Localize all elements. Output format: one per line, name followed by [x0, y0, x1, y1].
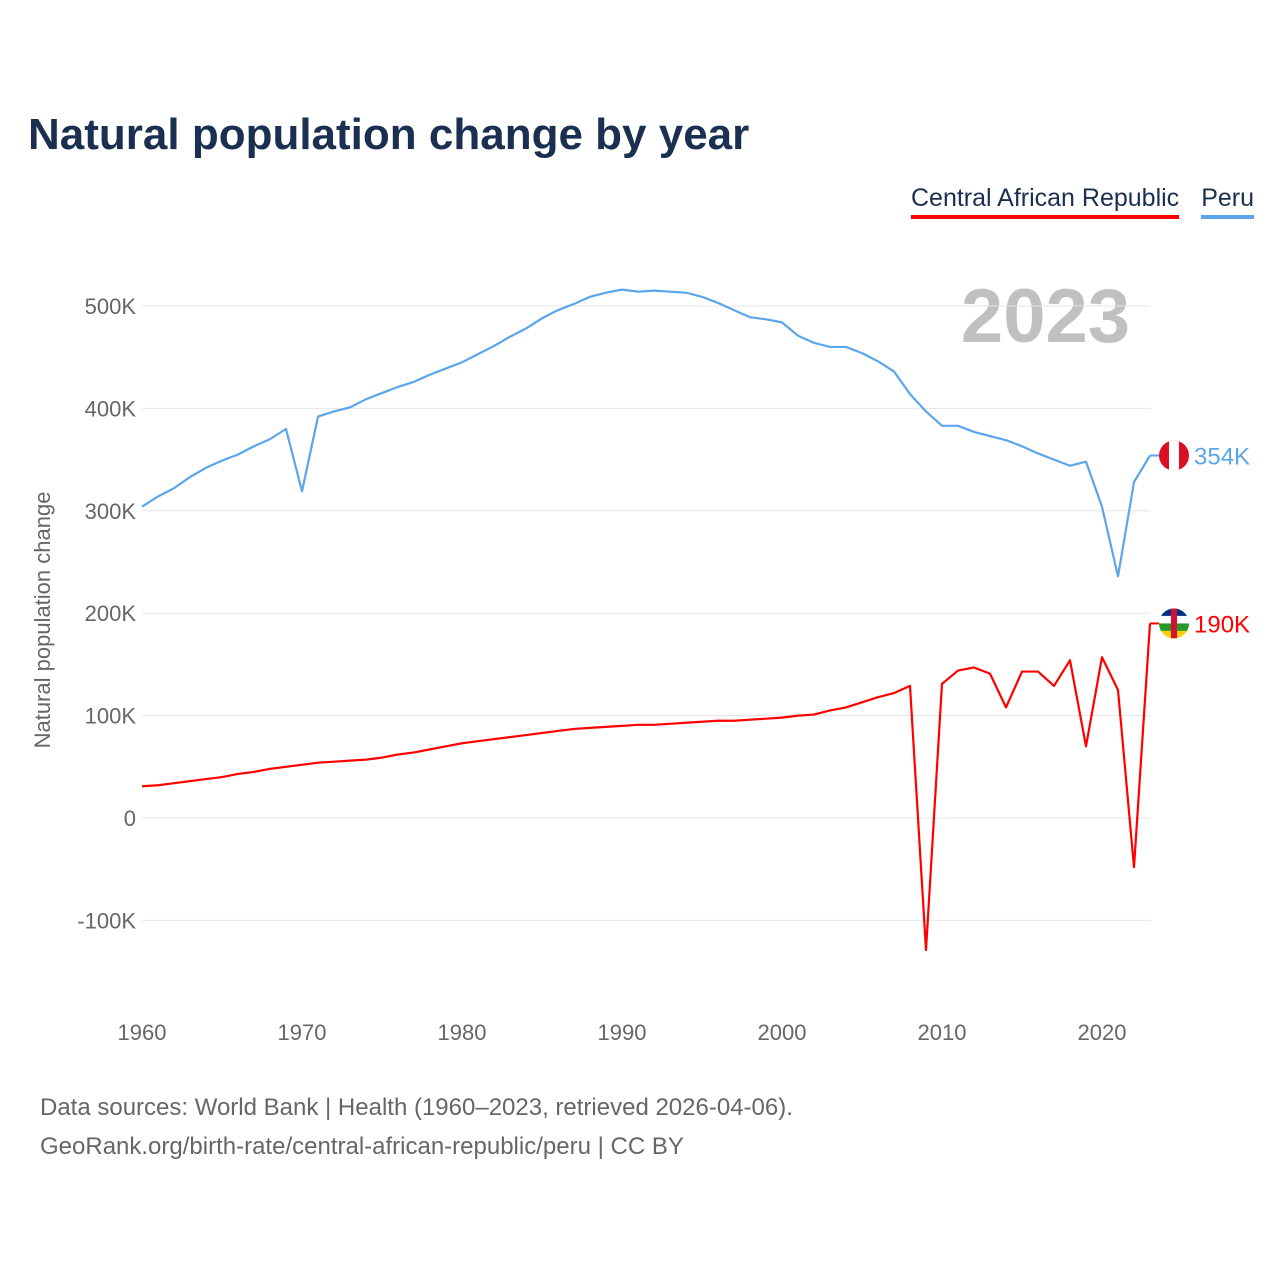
source-line-2[interactable]: GeoRank.org/birth-rate/central-african-r…: [40, 1133, 684, 1160]
y-tick-label: 100K: [85, 704, 137, 729]
flag-white: [1169, 440, 1179, 471]
y-tick-label: -100K: [77, 908, 136, 933]
x-tick-label: 2020: [1078, 1020, 1127, 1045]
y-tick-label: 0: [124, 806, 136, 831]
legend-item-peru[interactable]: Peru: [1201, 184, 1254, 219]
end-value-label: 354K: [1194, 444, 1250, 471]
flag-band: [1171, 608, 1177, 639]
legend-item-car[interactable]: Central African Republic: [910, 184, 1180, 219]
series-line-car: [141, 623, 1152, 952]
x-tick-label: 2010: [918, 1020, 967, 1045]
legend: Central African Republic Peru: [910, 184, 1254, 219]
y-axis-label: Natural population change: [30, 492, 55, 749]
x-tick-label: 1960: [118, 1020, 167, 1045]
peru-flag-icon: [1159, 440, 1189, 471]
chart-title: Natural population change by year: [28, 110, 750, 159]
y-tick-label: 500K: [85, 294, 137, 319]
x-tick-label: 1970: [278, 1020, 327, 1045]
series-line-peru: [141, 288, 1151, 578]
source-note: Data sources: World Bank | Health (1960–…: [40, 1088, 793, 1166]
y-tick-label: 200K: [85, 601, 137, 626]
source-line-1: Data sources: World Bank | Health (1960–…: [40, 1094, 793, 1121]
year-watermark: 2023: [961, 274, 1130, 359]
y-tick-label: 400K: [85, 396, 137, 421]
x-tick-label: 2000: [758, 1020, 807, 1045]
x-tick-label: 1990: [598, 1020, 647, 1045]
central-african-republic-flag-icon: [1159, 608, 1189, 639]
y-tick-label: 300K: [85, 499, 137, 524]
x-tick-label: 1980: [438, 1020, 487, 1045]
end-value-label: 190K: [1194, 611, 1250, 638]
